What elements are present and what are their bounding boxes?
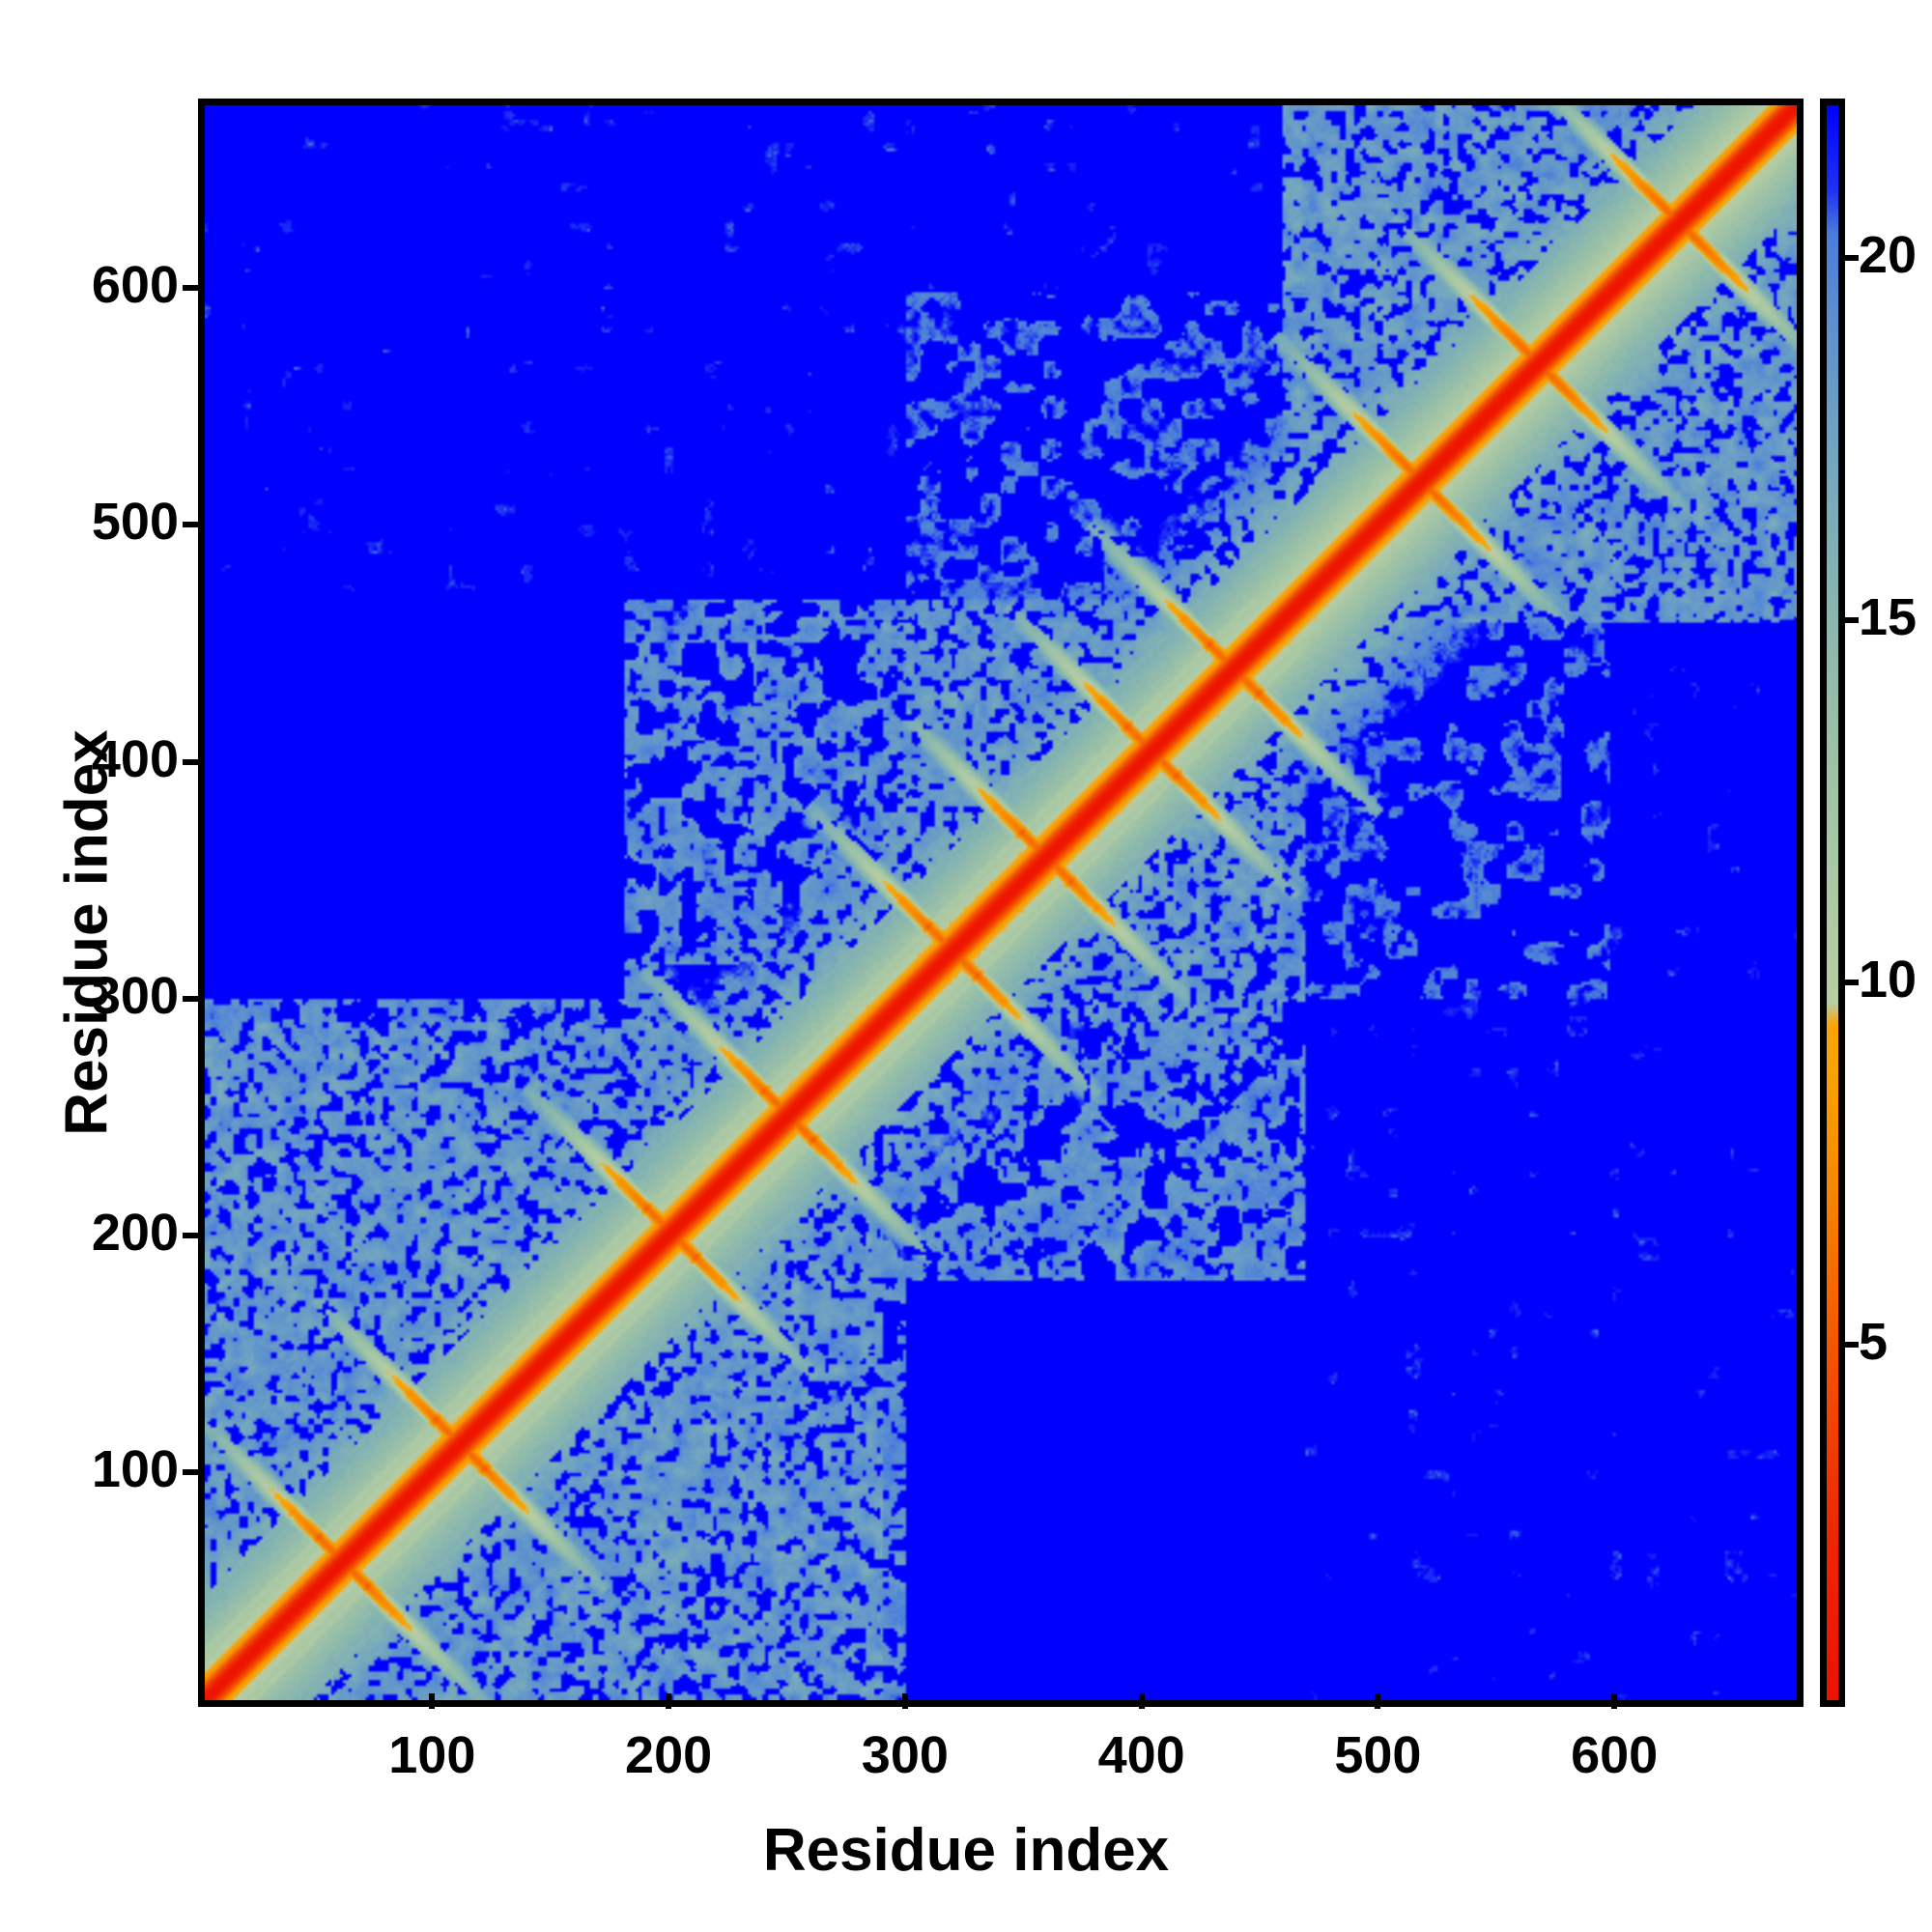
colorbar[interactable] bbox=[1820, 99, 1845, 1707]
x-tick-mark bbox=[901, 1693, 908, 1709]
x-tick-label: 600 bbox=[1571, 1726, 1659, 1784]
colorbar-tick-label: 15 bbox=[1859, 588, 1918, 646]
y-tick-label: 100 bbox=[91, 1440, 179, 1499]
x-axis-title: Residue index bbox=[762, 1817, 1170, 1884]
x-tick-label: 300 bbox=[861, 1726, 949, 1784]
colorbar-tick-mark bbox=[1845, 617, 1859, 623]
y-axis-title-wrapper: Residue index bbox=[53, 498, 122, 1368]
y-tick-label: 200 bbox=[91, 1204, 179, 1263]
x-tick-mark bbox=[429, 1693, 436, 1709]
y-tick-label: 600 bbox=[91, 256, 179, 315]
y-tick-mark bbox=[183, 1233, 198, 1239]
y-tick-mark bbox=[183, 1469, 198, 1476]
x-tick-mark bbox=[1375, 1693, 1381, 1709]
colorbar-tick-mark bbox=[1845, 1342, 1859, 1348]
x-tick-label: 400 bbox=[1097, 1726, 1185, 1784]
colorbar-tick-label: 5 bbox=[1859, 1313, 1889, 1371]
y-tick-label: 400 bbox=[91, 729, 179, 788]
x-tick-label: 500 bbox=[1334, 1726, 1422, 1784]
colorbar-tick-mark bbox=[1845, 255, 1859, 261]
heatmap-canvas bbox=[205, 105, 1797, 1700]
colorbar-box bbox=[1820, 99, 1845, 1707]
x-tick-mark bbox=[1611, 1693, 1618, 1709]
colorbar-tick-label: 10 bbox=[1859, 951, 1918, 1009]
x-tick-mark bbox=[1138, 1693, 1145, 1709]
x-tick-label: 100 bbox=[388, 1726, 476, 1784]
colorbar-gradient bbox=[1827, 105, 1838, 1700]
y-tick-mark bbox=[183, 758, 198, 765]
y-tick-mark bbox=[183, 285, 198, 292]
x-tick-mark bbox=[666, 1693, 672, 1709]
y-tick-label: 300 bbox=[91, 966, 179, 1025]
heatmap-plot-area[interactable] bbox=[198, 99, 1804, 1707]
y-axis-title: Residue index bbox=[53, 729, 121, 1136]
colorbar-tick-label: 20 bbox=[1859, 226, 1918, 284]
y-tick-mark bbox=[183, 995, 198, 1002]
x-tick-label: 200 bbox=[625, 1726, 713, 1784]
colorbar-tick-mark bbox=[1845, 980, 1859, 985]
y-tick-mark bbox=[183, 522, 198, 528]
y-tick-label: 500 bbox=[91, 493, 179, 552]
